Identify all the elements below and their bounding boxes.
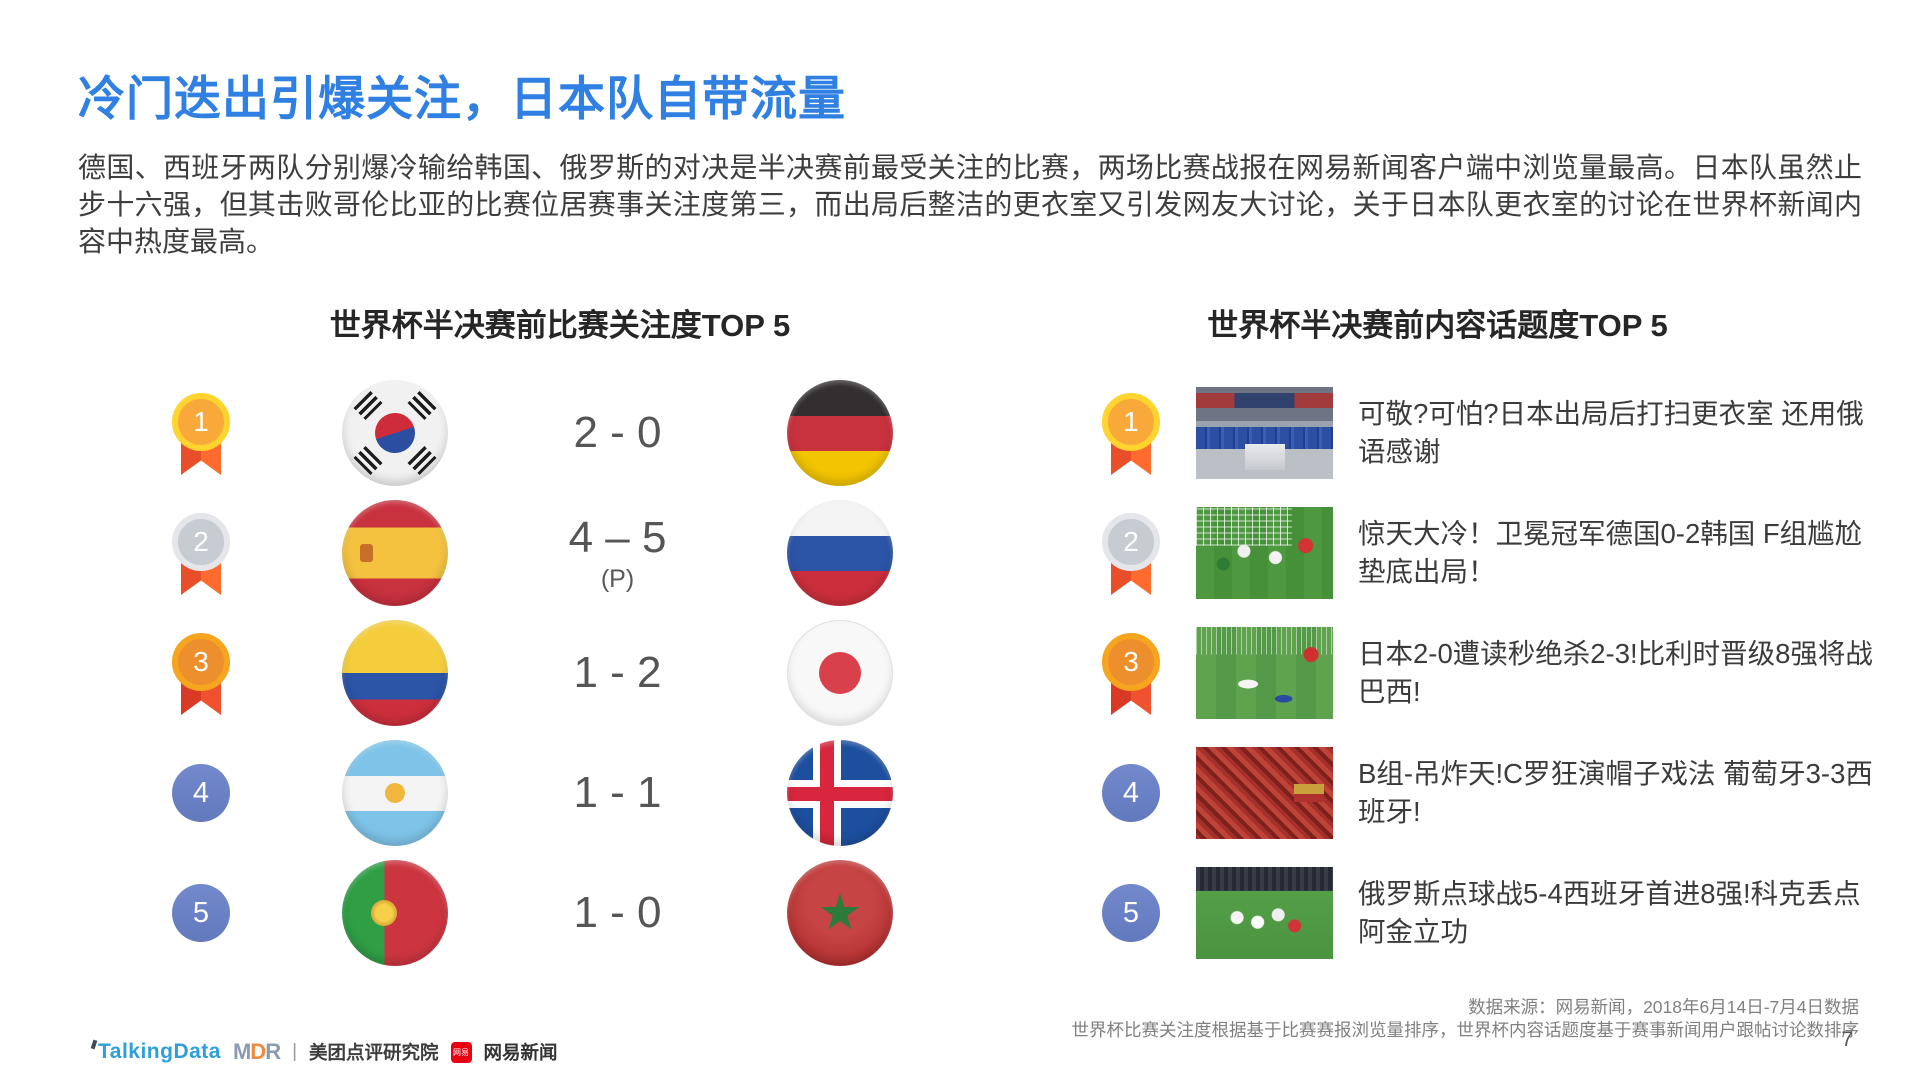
match-rank-row-5: 5 1 - 0 [0,853,1921,973]
mdr-letter-m: M [232,1039,251,1064]
score-text: 2 - 0 [573,408,662,457]
match-rank-row-2: 2 4 – 5 (P) [0,493,1921,613]
mdr-letter-d: D [250,1039,266,1064]
rank-number: 2 [172,513,230,571]
source-line-1: 数据来源：网易新闻，2018年6月14日-7月4日数据 [1468,997,1859,1017]
topic-ranking-title: 世界杯半决赛前内容话题度TOP 5 [1207,308,1668,343]
flag-spain-icon [342,500,448,606]
rank-number: 3 [1102,633,1160,691]
score-text: 1 - 2 [573,648,662,697]
news-headline: 惊天大冷！卫冕冠军德国0-2韩国 F组尴尬垫底出局！ [1358,518,1863,587]
match-rank-row-1: 1 2 - 0 [0,373,1921,493]
germany-korea-match-photo [1196,507,1333,599]
match-ranking-title: 世界杯半决赛前比赛关注度TOP 5 [329,308,791,343]
flag-colombia-icon [342,620,448,726]
topic-rank-row-4: 4 B组-吊炸天!C罗狂演帽子戏法 葡萄牙3-3西班牙! [0,733,1921,853]
rank-number: 1 [172,393,230,451]
news-headline: 可敬?可怕?日本出局后打扫更衣室 还用俄语感谢 [1358,398,1864,467]
flag-japan-icon [787,620,893,726]
gold-medal-icon: 1 [160,373,242,493]
match-score: 2 - 0 [520,373,715,493]
intro-paragraph: 德国、西班牙两队分别爆冷输给韩国、俄罗斯的对决是半决赛前最受关注的比赛，两场比赛… [78,152,1862,257]
score-text: 4 – 5 [568,512,667,562]
match-score: 4 – 5 (P) [520,493,715,613]
topic-rank-row-2: 2 惊天大冷！卫冕冠军德国0-2韩国 F组尴尬垫底出局！ [0,493,1921,613]
topic-rank-row-1: 1 可敬?可怕?日本出局后打扫更衣室 还用俄语感谢 [0,373,1921,493]
rank-number: 4 [1102,764,1160,822]
rank-badge: 5 [160,853,242,973]
logo-bar: TalkingData MDR | 美团点评研究院 网易 网易新闻 [90,1039,558,1065]
netease-badge-icon: 网易 [450,1041,472,1063]
rank-badge: 4 [160,733,242,853]
match-score: 1 - 0 [520,853,715,973]
gold-medal-icon: 1 [1090,373,1172,493]
score-text: 1 - 0 [573,888,662,937]
topic-rank-row-3: 3 日本2-0遭读秒绝杀2-3!比利时晋级8强将战巴西! [0,613,1921,733]
match-score: 1 - 1 [520,733,715,853]
rank-number: 4 [172,764,230,822]
flag-south-korea-icon [342,380,448,486]
silver-medal-icon: 2 [1090,493,1172,613]
source-line-2: 世界杯比赛关注度根据基于比赛赛报浏览量排序，世界杯内容话题度基于赛事新闻用户跟帖… [1071,1020,1860,1040]
match-score: 1 - 2 [520,613,715,733]
news-headline: 俄罗斯点球战5-4西班牙首进8强!科克丢点阿金立功 [1358,878,1861,947]
flag-iceland-icon [787,740,893,846]
rank-number: 1 [1102,393,1160,451]
spain-fans-crowd-photo [1196,747,1333,839]
japan-belgium-match-photo [1196,627,1333,719]
silver-medal-icon: 2 [160,493,242,613]
talkingdata-logo: TalkingData [90,1039,221,1064]
rank-number: 5 [172,884,230,942]
flag-morocco-icon [787,860,893,966]
match-rank-row-3: 3 1 - 2 [0,613,1921,733]
rank-badge: 5 [1090,853,1172,973]
topic-rank-row-5: 5 俄罗斯点球战5-4西班牙首进8强!科克丢点阿金立功 [0,853,1921,973]
talkingdata-wordmark: TalkingData [98,1040,221,1063]
netease-news-wordmark: 网易新闻 [483,1042,558,1063]
rank-number: 3 [172,633,230,691]
flag-argentina-icon [342,740,448,846]
flag-russia-icon [787,500,893,606]
locker-room-photo [1196,387,1333,479]
flag-portugal-icon [342,860,448,966]
russia-spain-match-photo [1196,867,1333,959]
bronze-medal-icon: 3 [160,613,242,733]
flag-germany-icon [787,380,893,486]
bronze-medal-icon: 3 [1090,613,1172,733]
penalty-note: (P) [600,564,635,593]
news-headline: 日本2-0遭读秒绝杀2-3!比利时晋级8强将战巴西! [1358,638,1873,707]
score-text: 1 - 1 [573,768,662,817]
page-title: 冷门迭出引爆关注，日本队自带流量 [78,72,846,125]
talkingdata-tick-icon [90,1039,98,1050]
meituan-dianping-wordmark: 美团点评研究院 [309,1042,439,1063]
rank-badge: 4 [1090,733,1172,853]
mdr-logo: MDR [232,1039,281,1065]
page-number: 7 [1841,1028,1853,1051]
match-rank-row-4: 4 1 - 1 [0,733,1921,853]
mdr-letter-r: R [265,1039,281,1064]
rank-number: 5 [1102,884,1160,942]
rank-number: 2 [1102,513,1160,571]
logo-divider: | [292,1041,298,1062]
news-headline: B组-吊炸天!C罗狂演帽子戏法 葡萄牙3-3西班牙! [1358,758,1873,827]
data-source-note: 数据来源：网易新闻，2018年6月14日-7月4日数据 世界杯比赛关注度根据基于… [1072,996,1860,1042]
